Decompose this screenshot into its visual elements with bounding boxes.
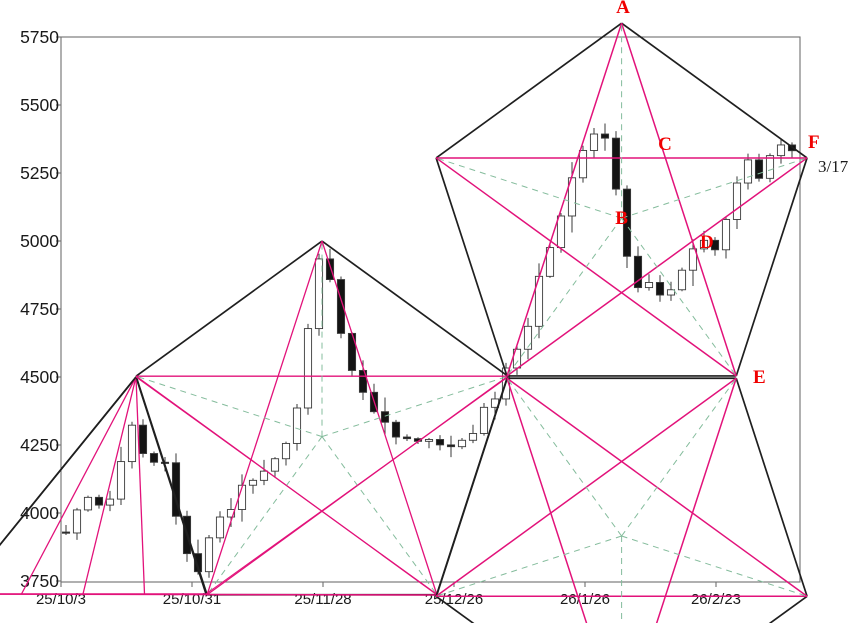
svg-text:B: B (615, 208, 628, 229)
svg-text:25/11/28: 25/11/28 (294, 591, 351, 608)
svg-text:F: F (808, 132, 820, 153)
svg-text:C: C (658, 134, 672, 155)
svg-text:5250: 5250 (20, 163, 59, 183)
svg-text:5000: 5000 (20, 231, 59, 251)
svg-text:25/12/26: 25/12/26 (425, 591, 483, 608)
svg-text:D: D (700, 232, 714, 253)
svg-text:26/1/26: 26/1/26 (560, 591, 610, 608)
svg-text:4750: 4750 (20, 299, 59, 319)
svg-text:A: A (616, 0, 630, 18)
svg-text:3/17: 3/17 (818, 157, 849, 176)
svg-text:5750: 5750 (20, 27, 59, 47)
svg-text:26/2/23: 26/2/23 (691, 591, 741, 608)
svg-text:4500: 4500 (20, 367, 59, 387)
svg-text:3750: 3750 (20, 571, 59, 591)
svg-text:5500: 5500 (20, 95, 59, 115)
svg-text:E: E (753, 367, 766, 388)
svg-text:4250: 4250 (20, 435, 59, 455)
